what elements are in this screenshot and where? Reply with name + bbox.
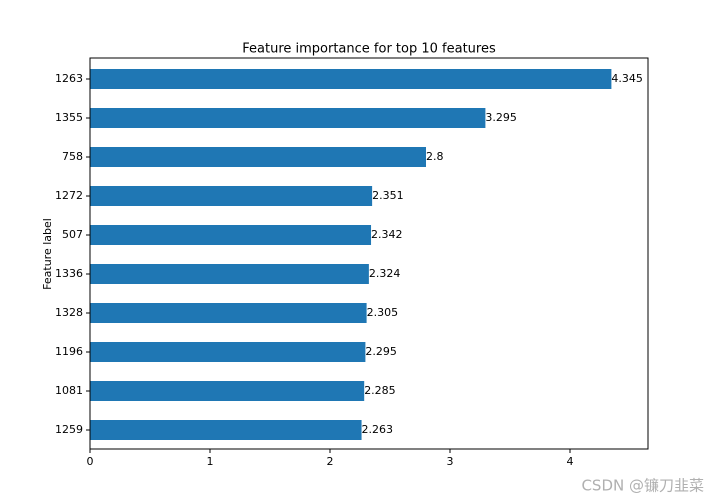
data-label: 2.263 [362,423,394,436]
y-tick-label: 1336 [55,267,83,280]
plot-area [90,69,612,440]
axes-frame [89,57,649,450]
bar [90,420,362,440]
y-tick-label: 1355 [55,111,83,124]
data-label: 3.295 [485,111,517,124]
data-label: 2.351 [372,189,404,202]
bar [90,147,426,167]
y-tick-label: 1328 [55,306,83,319]
data-label: 2.324 [369,267,401,280]
y-tick-label: 1196 [55,345,83,358]
bar [90,303,367,323]
bar [90,69,612,89]
bar [90,264,369,284]
data-label: 2.342 [371,228,403,241]
x-tick-label: 1 [207,455,214,468]
y-tick-label: 1081 [55,384,83,397]
y-axis-label: Feature label [41,218,54,290]
bar [90,342,366,362]
bar [90,108,486,128]
data-label: 2.305 [367,306,399,319]
watermark: CSDN @镰刀韭菜 [581,477,704,495]
y-tick-label: 1259 [55,423,83,436]
x-tick-label: 0 [87,455,94,468]
y-tick-label: 1263 [55,72,83,85]
data-label: 2.295 [365,345,397,358]
x-tick-label: 2 [327,455,334,468]
bar [90,186,373,206]
y-tick-label: 1272 [55,189,83,202]
x-tick-label: 4 [567,455,574,468]
data-label: 4.345 [611,72,643,85]
bar [90,225,372,245]
bar [90,381,365,401]
data-label: 2.285 [364,384,396,397]
chart-title: Feature importance for top 10 features [242,42,496,57]
y-tick-label: 758 [62,150,83,163]
x-tick-label: 3 [447,455,454,468]
data-label: 2.8 [426,150,444,163]
y-tick-label: 507 [62,228,83,241]
